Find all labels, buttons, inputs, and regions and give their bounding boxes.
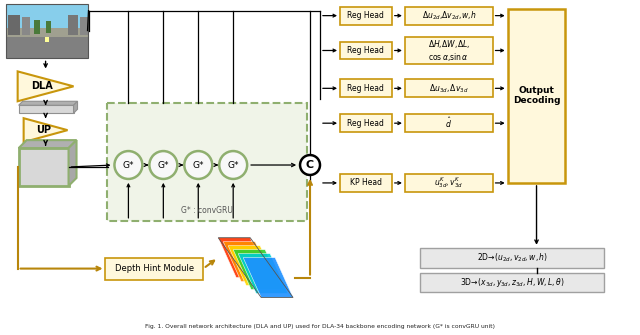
Bar	[22, 17, 29, 35]
Bar	[6, 34, 88, 58]
Text: Reg Head: Reg Head	[348, 11, 385, 20]
Polygon shape	[223, 242, 273, 281]
Polygon shape	[238, 254, 288, 293]
Text: $3\mathrm{D}\!\rightarrow\!(x_{3d},y_{3d},z_{3d},H,W,L,\theta)$: $3\mathrm{D}\!\rightarrow\!(x_{3d},y_{3d…	[460, 276, 564, 289]
Bar	[106, 258, 204, 279]
Bar	[34, 20, 40, 34]
Bar	[45, 37, 49, 42]
Bar	[6, 28, 88, 37]
Bar	[19, 105, 74, 113]
Circle shape	[115, 151, 142, 179]
Bar	[45, 21, 51, 33]
Bar	[108, 103, 307, 221]
Polygon shape	[68, 140, 77, 186]
Text: Depth Hint Module: Depth Hint Module	[115, 264, 194, 273]
Bar	[405, 7, 493, 24]
Bar	[6, 4, 88, 58]
Bar	[405, 114, 493, 132]
Text: G* : convGRU: G* : convGRU	[181, 206, 233, 215]
Bar	[405, 79, 493, 97]
Text: Reg Head: Reg Head	[348, 46, 385, 55]
Bar	[340, 42, 392, 59]
Bar	[340, 114, 392, 132]
Polygon shape	[218, 238, 268, 277]
Text: G*: G*	[227, 160, 239, 170]
Circle shape	[184, 151, 212, 179]
Bar	[405, 37, 493, 64]
Bar	[6, 4, 88, 28]
Bar	[340, 7, 392, 24]
Bar	[340, 174, 392, 192]
Polygon shape	[74, 101, 77, 113]
Text: $\Delta H,\!\Delta W,\!\Delta L,$
$\cos\alpha,\!\sin\alpha$: $\Delta H,\!\Delta W,\!\Delta L,$ $\cos\…	[428, 38, 470, 63]
Text: $\hat{d}$: $\hat{d}$	[445, 116, 452, 130]
Polygon shape	[228, 246, 278, 285]
Bar	[420, 248, 604, 268]
Bar	[19, 148, 68, 186]
Circle shape	[220, 151, 247, 179]
Circle shape	[300, 155, 320, 175]
Circle shape	[149, 151, 177, 179]
Text: $u_{3d}^K,v_{3d}^K$: $u_{3d}^K,v_{3d}^K$	[434, 176, 463, 190]
Polygon shape	[18, 71, 74, 101]
Text: Reg Head: Reg Head	[348, 84, 385, 93]
Bar	[8, 15, 20, 36]
Text: $2\mathrm{D}\!\rightarrow\!(u_{2d},v_{2d},w,h)$: $2\mathrm{D}\!\rightarrow\!(u_{2d},v_{2d…	[477, 251, 548, 264]
Bar	[420, 273, 604, 292]
Polygon shape	[233, 250, 283, 289]
Polygon shape	[24, 118, 68, 142]
Bar	[68, 15, 77, 36]
Bar	[405, 174, 493, 192]
Text: KP Head: KP Head	[350, 179, 382, 188]
Polygon shape	[19, 101, 77, 105]
Text: $\Delta u_{3d},\Delta v_{3d}$: $\Delta u_{3d},\Delta v_{3d}$	[429, 82, 468, 94]
Polygon shape	[19, 140, 77, 148]
Polygon shape	[243, 258, 293, 297]
Text: G*: G*	[157, 160, 169, 170]
Text: G*: G*	[123, 160, 134, 170]
Text: Fig. 1. Overall network architecture (DLA and UP) used for DLA-34 backbone encod: Fig. 1. Overall network architecture (DL…	[145, 324, 495, 329]
Text: DLA: DLA	[31, 81, 52, 91]
Text: C: C	[306, 160, 314, 170]
Text: $\Delta u_{2d},\!\Delta v_{2d},\!w,\!h$: $\Delta u_{2d},\!\Delta v_{2d},\!w,\!h$	[422, 9, 476, 22]
Bar	[79, 17, 88, 35]
Bar	[508, 9, 566, 183]
Text: G*: G*	[193, 160, 204, 170]
Text: Reg Head: Reg Head	[348, 119, 385, 128]
Text: Output
Decoding: Output Decoding	[513, 86, 560, 106]
Bar	[340, 79, 392, 97]
Text: UP: UP	[36, 125, 51, 135]
